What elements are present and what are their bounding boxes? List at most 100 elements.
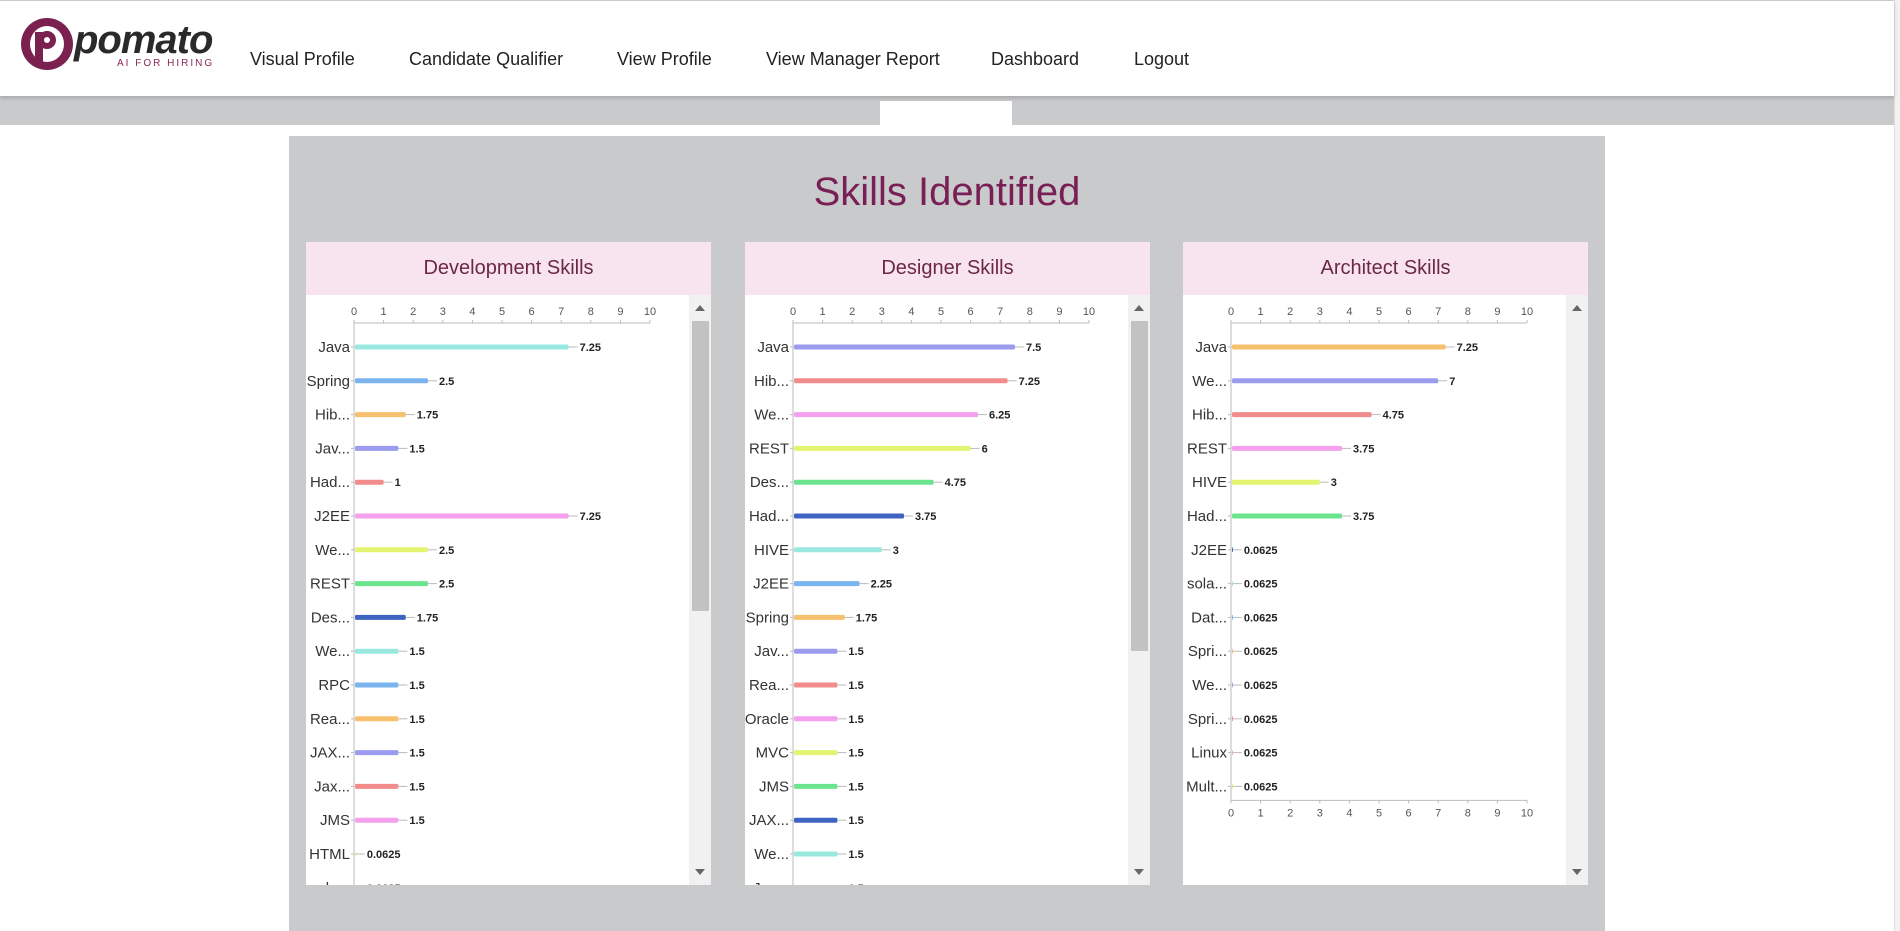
nav-visual-profile[interactable]: Visual Profile <box>250 49 355 69</box>
scroll-down-icon[interactable] <box>695 869 705 875</box>
scroll-down-icon[interactable] <box>1134 869 1144 875</box>
scroll-up-icon[interactable] <box>695 305 705 311</box>
category-label: Jav... <box>315 440 350 457</box>
value-label: 1.5 <box>409 748 424 760</box>
value-label: 0.0625 <box>367 849 401 861</box>
pomato-logo[interactable]: pomato AI FOR HIRING <box>21 18 221 74</box>
bar <box>794 344 1015 350</box>
category-label: Jax... <box>314 778 350 795</box>
bar <box>1232 716 1233 722</box>
bar <box>355 817 399 823</box>
value-label: 6 <box>982 443 988 455</box>
x-tick-label-bottom: 2 <box>1287 807 1293 819</box>
x-tick-label-top: 5 <box>1376 306 1382 318</box>
scroll-down-icon[interactable] <box>1572 869 1582 875</box>
development-skills-chart: 0 1 2 3 4 5 6 7 8 9 10 Java 7.25 Spring 2.5 Hib... 1.75 J… <box>306 295 711 885</box>
category-label: Oracle <box>745 711 789 728</box>
value-label: 0.0625 <box>1244 545 1278 557</box>
bar <box>355 513 569 519</box>
logo-mark-icon <box>21 18 73 70</box>
x-tick-label-top: 7 <box>997 306 1003 318</box>
value-label: 7.25 <box>1457 342 1478 354</box>
bar <box>794 445 971 451</box>
nav-logout[interactable]: Logout <box>1134 49 1190 69</box>
architect-skills-chart: 0 1 2 3 4 5 6 7 8 9 10 Java 7.25 We... 7 Hib... 4.75 REST… <box>1183 295 1588 885</box>
category-label: sola... <box>1187 576 1227 593</box>
category-label: HIVE <box>1192 474 1227 491</box>
scroll-up-icon[interactable] <box>1572 305 1582 311</box>
value-label: 0.0625 <box>1244 612 1278 624</box>
page-title: Skills Identified <box>813 170 1081 214</box>
category-label: Spri... <box>1188 643 1227 660</box>
value-label: 0.0625 <box>367 883 401 885</box>
category-label: J2EE <box>1191 542 1227 559</box>
category-label: We... <box>754 407 789 424</box>
logo-wordmark: pomato <box>74 18 213 62</box>
x-tick-label-top: 9 <box>617 306 623 318</box>
scroll-thumb[interactable] <box>692 321 709 611</box>
scroll-up-icon[interactable] <box>1134 305 1144 311</box>
card-title: Designer Skills <box>745 242 1150 295</box>
category-label: JAX... <box>310 745 350 762</box>
x-tick-label-bottom: 0 <box>1228 807 1234 819</box>
bar <box>355 682 399 688</box>
x-tick-label-bottom: 9 <box>1494 807 1500 819</box>
value-label: 3.75 <box>1353 443 1374 455</box>
x-tick-label-top: 6 <box>1406 306 1412 318</box>
bar <box>794 479 934 485</box>
bar <box>794 581 860 587</box>
category-label: JMS <box>320 812 350 829</box>
bar <box>794 817 838 823</box>
chart-scrollbar[interactable] <box>689 295 711 885</box>
category-label: Had... <box>310 474 350 491</box>
category-label: sola... <box>310 880 350 885</box>
category-label: Dat... <box>1191 609 1227 626</box>
bar <box>1232 479 1320 485</box>
nav-dashboard[interactable]: Dashboard <box>991 49 1080 69</box>
value-label: 7.25 <box>580 342 601 354</box>
designer-skills-svg: 0 1 2 3 4 5 6 7 8 9 10 Java 7.5 Hib... 7.25 We... 6.25 RE… <box>745 306 1095 885</box>
bar <box>355 614 406 620</box>
chart-scrollbar[interactable] <box>1128 295 1150 885</box>
value-label: 4.75 <box>945 477 966 489</box>
nav-view-profile[interactable]: View Profile <box>617 49 712 69</box>
x-tick-label-bottom: 5 <box>1376 807 1382 819</box>
nav-view-manager-report[interactable]: View Manager Report <box>766 49 940 69</box>
x-tick-label-top: 2 <box>410 306 416 318</box>
value-label: 1.5 <box>848 680 863 692</box>
chart-scrollbar[interactable] <box>1566 295 1588 885</box>
category-label: Hib... <box>1192 407 1227 424</box>
bar <box>355 648 399 654</box>
x-tick-label-top: 1 <box>381 306 387 318</box>
subheader-tab[interactable] <box>880 101 1012 125</box>
page-scrollbar[interactable] <box>1894 0 1900 931</box>
x-tick-label-top: 5 <box>499 306 505 318</box>
value-label: 6.25 <box>989 410 1010 422</box>
category-label: We... <box>315 542 350 559</box>
value-label: 1.5 <box>848 748 863 760</box>
value-label: 1.5 <box>848 883 863 885</box>
bar <box>794 547 882 553</box>
bar <box>1232 682 1233 688</box>
bar <box>1232 547 1233 553</box>
x-tick-label-bottom: 4 <box>1346 807 1352 819</box>
category-label: Hib... <box>754 373 789 390</box>
value-label: 1.75 <box>417 410 438 422</box>
bar <box>355 851 356 857</box>
scroll-thumb[interactable] <box>1131 321 1148 651</box>
category-label: J2EE <box>314 508 350 525</box>
category-label: RPC <box>318 677 350 694</box>
category-label: REST <box>1187 440 1227 457</box>
x-tick-label-top: 1 <box>1258 306 1264 318</box>
bar <box>1232 344 1446 350</box>
x-tick-label-bottom: 1 <box>1258 807 1264 819</box>
category-label: J2EE <box>753 576 789 593</box>
x-tick-label-top: 4 <box>1346 306 1352 318</box>
bar <box>1232 445 1342 451</box>
bar <box>1232 648 1233 654</box>
category-label: Java <box>318 339 350 356</box>
nav-candidate-qualifier[interactable]: Candidate Qualifier <box>409 49 564 69</box>
value-label: 0.0625 <box>1244 748 1278 760</box>
category-label: Java <box>757 339 789 356</box>
